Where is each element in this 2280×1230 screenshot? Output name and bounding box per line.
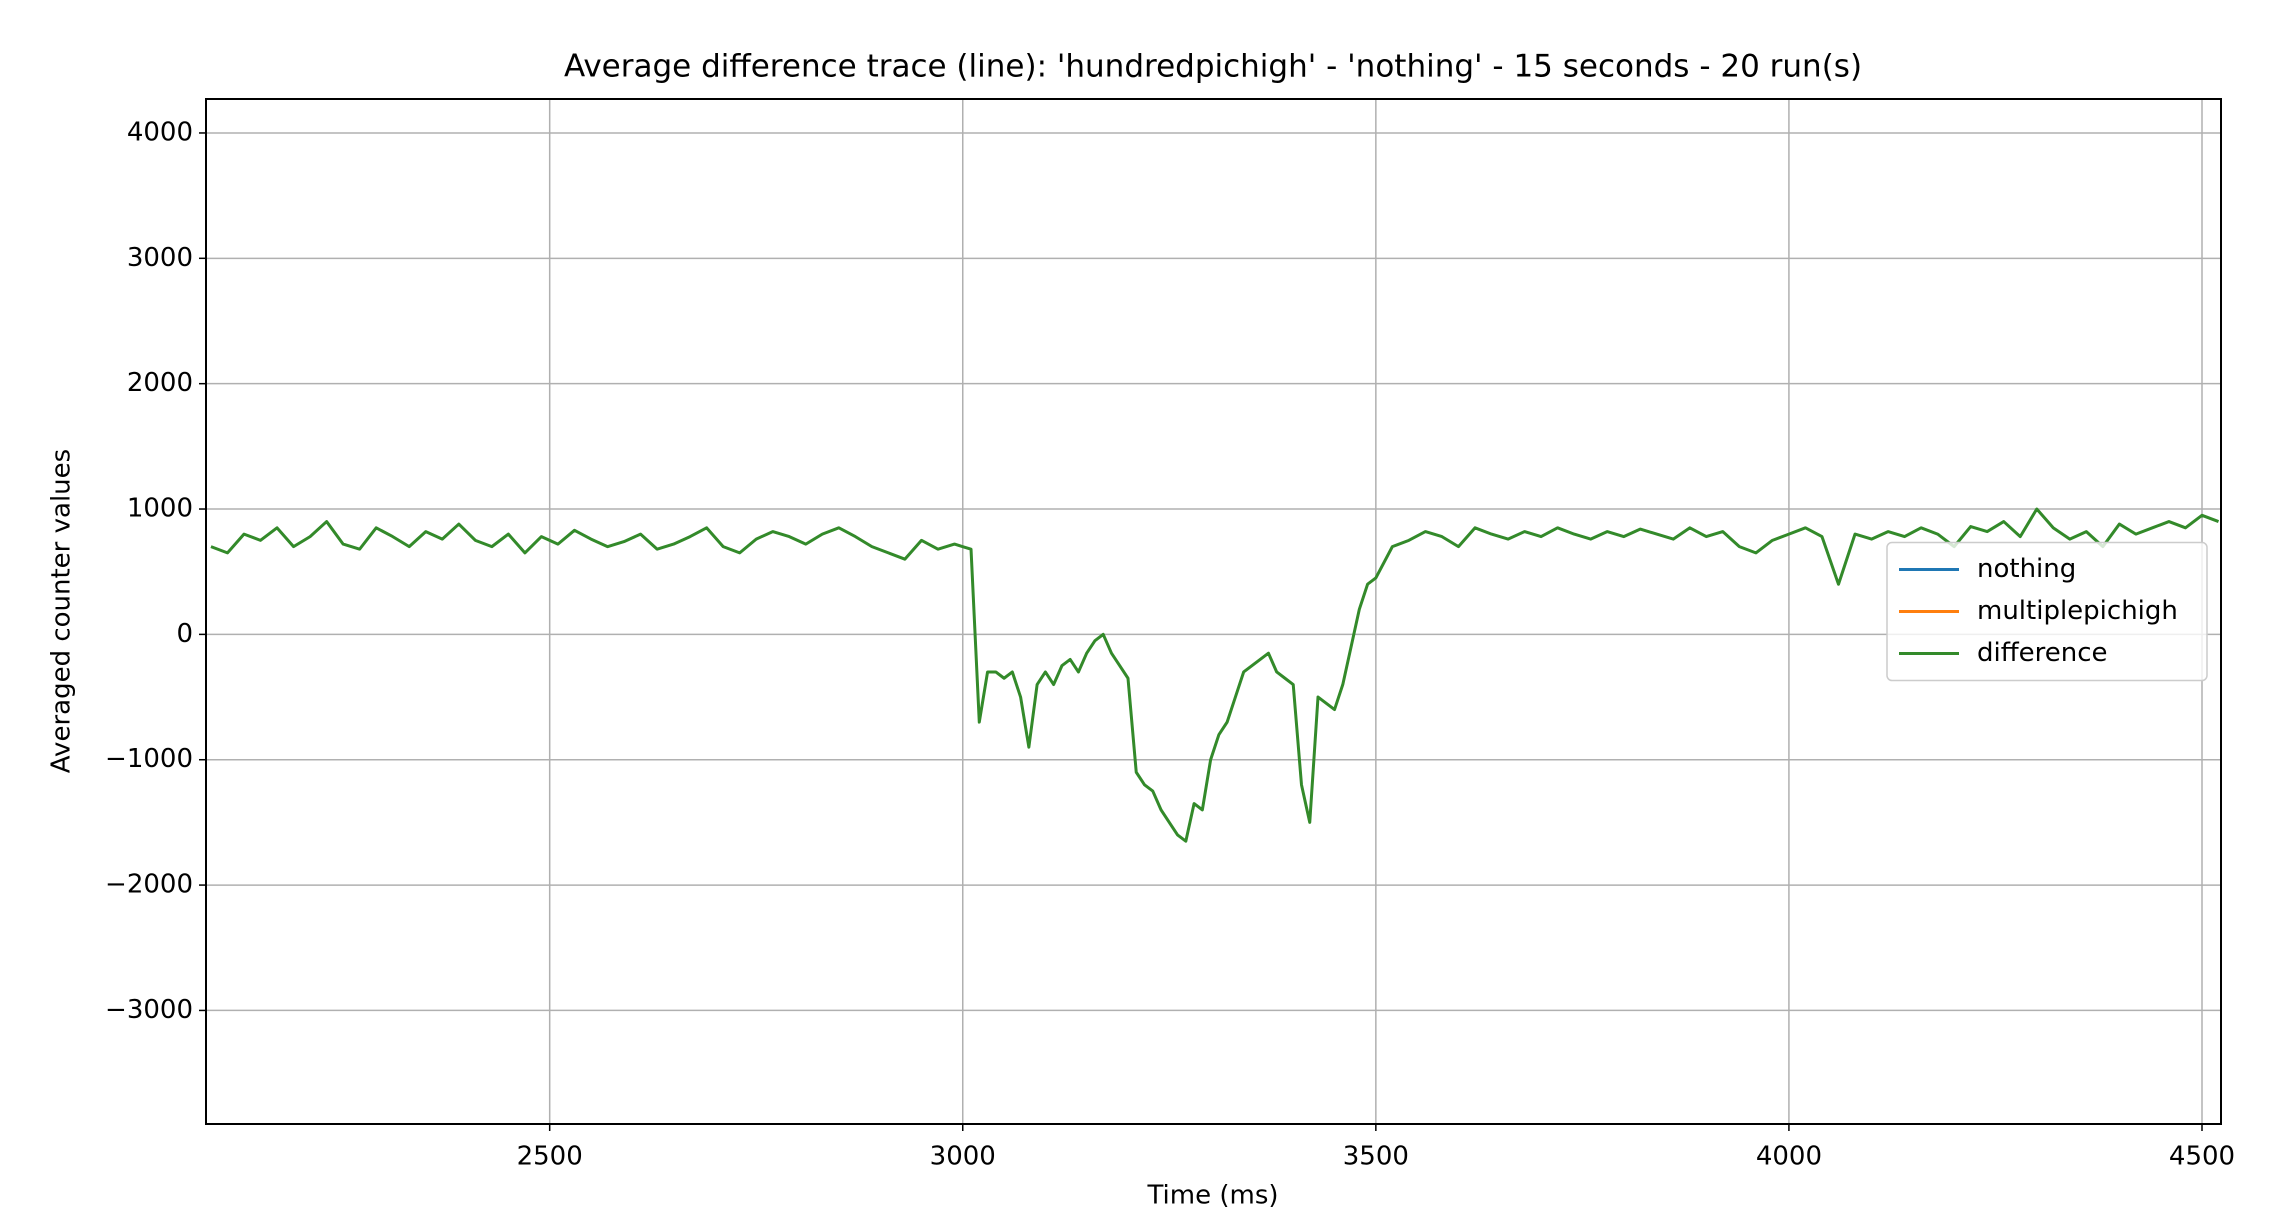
y-tick-label: 1000 [127, 494, 193, 524]
legend-label: nothing [1977, 554, 2076, 584]
x-tick-label: 3500 [1343, 1142, 1409, 1172]
x-tick-label: 3000 [930, 1142, 996, 1172]
y-tick-label: 4000 [127, 117, 193, 147]
x-tick-label: 4500 [2169, 1142, 2235, 1172]
chart-title: Average difference trace (line): 'hundre… [564, 49, 1862, 85]
y-tick-label: 2000 [127, 368, 193, 398]
legend-box [1886, 541, 2208, 682]
x-tick-label: 4000 [1756, 1142, 1822, 1172]
y-tick-label: 3000 [127, 243, 193, 273]
x-axis-label: Time (ms) [1146, 1181, 1278, 1211]
x-tick-label: 2500 [517, 1142, 583, 1172]
y-tick-label: 0 [176, 619, 193, 649]
y-axis-label: Averaged counter values [47, 449, 77, 773]
y-tick-label: −1000 [105, 744, 193, 774]
y-tick-label: −3000 [105, 995, 193, 1025]
legend-label: multiplepichigh [1977, 596, 2178, 626]
legend-label: difference [1977, 638, 2108, 668]
plot-frame [205, 98, 2222, 1125]
data-line [210, 507, 2220, 843]
y-tick-label: −2000 [105, 870, 193, 900]
